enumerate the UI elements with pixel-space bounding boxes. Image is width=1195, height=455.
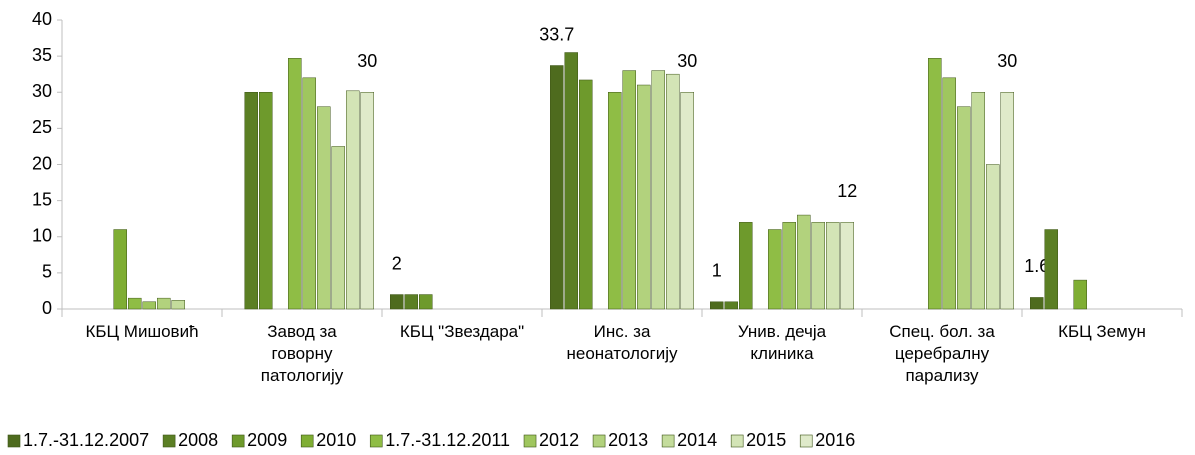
legend-label: 2008	[178, 430, 218, 450]
bar	[1044, 229, 1058, 310]
legend-label: 2013	[608, 430, 648, 450]
legend-label: 2012	[539, 430, 579, 450]
bar	[579, 79, 593, 310]
bar	[840, 222, 854, 310]
x-tick-label: КБЦ Земун	[1058, 322, 1146, 341]
legend-label: 2009	[247, 430, 287, 450]
legend-swatch	[231, 434, 245, 448]
bar	[622, 70, 636, 310]
bar	[128, 297, 142, 310]
x-tick-label: Спец. бол. за церебралну парализу	[889, 322, 995, 385]
y-tick-label: 30	[32, 81, 52, 101]
data-label: 1.6	[1024, 256, 1049, 276]
bar	[666, 73, 680, 310]
y-tick-label: 5	[42, 262, 52, 282]
bar	[317, 106, 331, 310]
legend-swatch	[369, 434, 383, 448]
bar	[826, 222, 840, 310]
bar	[957, 106, 971, 310]
y-tick-label: 40	[32, 9, 52, 29]
bar	[390, 294, 404, 310]
bar	[797, 214, 811, 310]
bar	[259, 92, 273, 310]
x-tick-label: КБЦ "Звездара"	[399, 322, 525, 341]
bar	[302, 77, 316, 310]
legend-swatch	[592, 434, 606, 448]
legend-swatch	[7, 434, 21, 448]
bar	[724, 301, 738, 310]
bar	[419, 294, 433, 310]
legend-swatch	[799, 434, 813, 448]
legend-label: 1.7.-31.12.2011	[385, 430, 510, 450]
y-tick-label: 10	[32, 226, 52, 246]
bar	[113, 229, 127, 310]
legend-swatch	[523, 434, 537, 448]
bar	[331, 146, 345, 310]
legend-label: 2016	[815, 430, 855, 450]
bar	[244, 92, 258, 310]
y-tick-label: 15	[32, 189, 52, 209]
legend-label: 1.7.-31.12.2007	[23, 430, 149, 450]
bar	[942, 77, 956, 310]
bar	[971, 92, 985, 310]
y-tick-label: 0	[42, 298, 52, 318]
y-tick-label: 35	[32, 45, 52, 65]
legend-label: 2014	[677, 430, 717, 450]
y-tick-label: 20	[32, 153, 52, 173]
bar	[142, 301, 156, 310]
data-label: 30	[997, 51, 1017, 71]
bar	[288, 58, 302, 310]
bar	[710, 301, 724, 310]
bar	[680, 92, 694, 310]
bar	[157, 297, 171, 310]
x-tick-label: КБЦ Мишовић	[85, 322, 199, 341]
bar	[171, 300, 185, 310]
x-tick-label: Унив. дечја клиника	[737, 322, 827, 363]
bar	[928, 58, 942, 310]
bar	[651, 70, 665, 310]
legend-label: 2010	[316, 430, 356, 450]
bar	[346, 90, 360, 310]
bar	[404, 294, 418, 310]
y-tick-label: 25	[32, 117, 52, 137]
bar	[637, 84, 651, 310]
bar	[739, 222, 753, 310]
bar	[360, 92, 374, 310]
bar	[768, 229, 782, 310]
bar	[1000, 92, 1014, 310]
x-tick-label: Завод за говорну патологију	[260, 322, 344, 385]
legend-swatch	[300, 434, 314, 448]
legend-swatch	[162, 434, 176, 448]
bar	[564, 52, 578, 310]
data-label: 2	[392, 253, 402, 273]
bar	[608, 92, 622, 310]
bar	[550, 65, 564, 310]
data-label: 12	[837, 181, 857, 201]
legend-swatch	[661, 434, 675, 448]
data-label: 1	[712, 261, 722, 281]
legend-label: 2015	[746, 430, 786, 450]
legend-swatch	[730, 434, 744, 448]
x-tick-label: Инс. за неонатологију	[566, 322, 678, 363]
data-label: 30	[357, 51, 377, 71]
bar	[782, 222, 796, 310]
data-label: 33.7	[539, 24, 574, 44]
bar	[811, 222, 825, 310]
bar	[1030, 297, 1044, 310]
bar	[986, 164, 1000, 310]
data-label: 30	[677, 51, 697, 71]
bar	[1073, 279, 1087, 310]
